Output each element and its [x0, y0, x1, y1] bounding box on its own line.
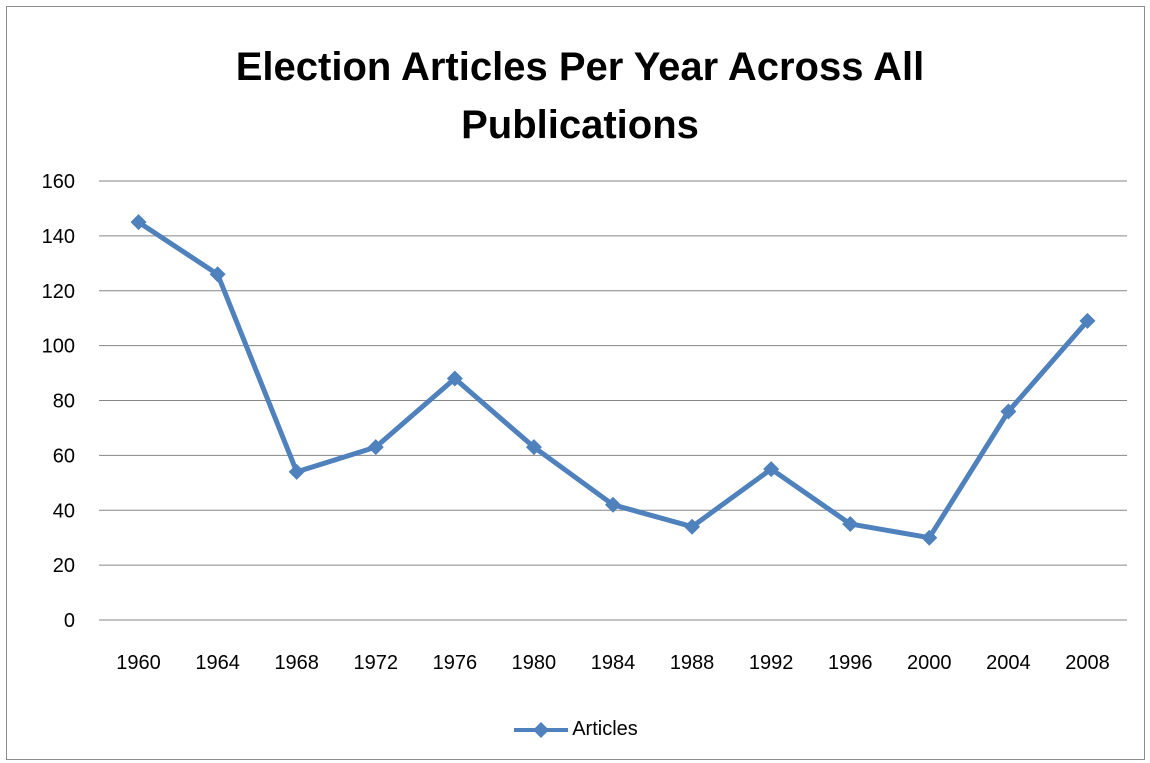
x-tick-label: 1988: [670, 652, 715, 674]
data-point-marker: [525, 439, 542, 456]
legend-label-articles: Articles: [572, 718, 638, 740]
y-tick-label: 60: [53, 445, 75, 467]
series-line-articles: [136, 219, 1090, 541]
x-tick-label: 1964: [195, 652, 240, 674]
x-tick-label: 1984: [591, 652, 636, 674]
chart-frame: [6, 6, 1145, 760]
y-tick-label: 160: [42, 171, 75, 193]
y-tick-label: 140: [42, 226, 75, 248]
data-point-marker: [842, 515, 859, 532]
x-tick-label: 1996: [828, 652, 873, 674]
x-tick-label: 2000: [907, 652, 952, 674]
data-point-marker: [1079, 312, 1096, 329]
data-point-marker: [446, 370, 463, 387]
data-point-marker: [367, 439, 384, 456]
y-tick-label: 100: [42, 336, 75, 358]
y-tick-label: 40: [53, 500, 75, 522]
x-tick-label: 1968: [274, 652, 319, 674]
chart-legend: Articles: [0, 718, 1150, 746]
data-point-marker: [130, 214, 147, 231]
data-point-marker: [921, 529, 938, 546]
x-tick-label: 1972: [354, 652, 399, 674]
y-tick-label: 0: [64, 610, 75, 632]
data-point-marker: [763, 461, 780, 478]
data-point-marker: [684, 518, 701, 535]
x-tick-label: 1980: [512, 652, 557, 674]
y-tick-label: 120: [42, 281, 75, 303]
data-point-marker: [1000, 403, 1017, 420]
chart-title: Election Articles Per Year Across All Pu…: [235, 45, 925, 147]
legend-line-diamond-icon: [514, 721, 569, 738]
data-point-marker: [605, 496, 621, 513]
y-tick-label: 20: [53, 555, 75, 577]
y-tick-label: 80: [53, 391, 75, 413]
x-tick-label: 2008: [1065, 652, 1110, 674]
x-tick-label: 2004: [986, 652, 1031, 674]
data-point-marker: [209, 266, 226, 283]
data-point-marker: [288, 463, 305, 480]
x-tick-label: 1976: [433, 652, 478, 674]
x-tick-label: 1992: [749, 652, 794, 674]
x-tick-label: 1960: [116, 652, 161, 674]
